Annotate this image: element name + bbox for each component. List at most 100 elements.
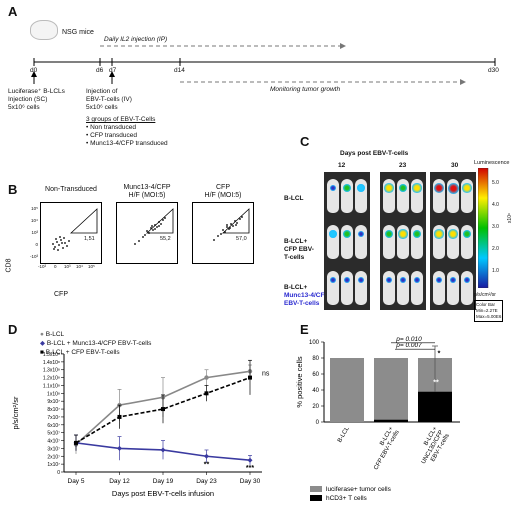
- y-tick-label: 100: [309, 340, 320, 346]
- luminescence-signal: [399, 276, 407, 284]
- bar-tumor: [374, 358, 408, 420]
- luminescence-signal: [447, 182, 459, 194]
- x-tick-label: Day 5: [68, 478, 85, 485]
- luminescence-signal: [329, 184, 337, 192]
- y-tick-label: 1.5x10⁸: [43, 352, 60, 358]
- panel-label-e: E: [300, 322, 309, 337]
- luminescence-signal: [433, 182, 445, 194]
- flow-scatter-3: [213, 208, 250, 241]
- bar-chart: 0 20 40 60 80 100 % positive cells B-LCL B-LCL+C…: [295, 336, 460, 502]
- luminescence-signal: [343, 230, 351, 238]
- timeline: [31, 43, 496, 85]
- luminescence-signal: [449, 276, 457, 284]
- luminescence-signal: [462, 183, 472, 193]
- y-tick-label: 1x10⁸: [47, 391, 60, 397]
- legend-swatch-tumor: [310, 486, 322, 492]
- panel-label-a: A: [8, 4, 18, 19]
- y-tick-label: 40: [312, 388, 319, 394]
- bli-image: [430, 218, 476, 264]
- data-point: [204, 453, 209, 459]
- day-d0: d0: [30, 67, 38, 74]
- pvalue-label: p= 0.007: [395, 342, 422, 349]
- day-d14: d14: [174, 67, 185, 74]
- legend-item-blcl: ● B-LCL: [40, 331, 65, 338]
- bar-tcell: [374, 419, 408, 422]
- panel-label-b: B: [8, 182, 18, 197]
- data-point: [74, 440, 78, 445]
- bar-tumor: [330, 358, 364, 422]
- data-point: [204, 391, 209, 396]
- x-tick-label: Day 12: [109, 478, 130, 485]
- significance-label: ns: [262, 370, 270, 377]
- data-point: [117, 414, 122, 419]
- bli-image: [324, 264, 370, 310]
- legend-swatch-tcell: [310, 495, 322, 501]
- colorbar-exp: x10⁶: [507, 212, 514, 224]
- luminescence-signal: [385, 276, 393, 284]
- group-item: • Munc13-4/CFP transduced: [86, 140, 168, 147]
- significance-label: **: [204, 461, 210, 468]
- y-tick-label: 7x10⁷: [47, 415, 60, 421]
- pvalue-label: p= 0.010: [395, 336, 422, 343]
- bcl-injection: Luciferase⁺ B-LCLs Injection (SC) 5x10⁶ …: [8, 88, 65, 111]
- flow-plot-2: [116, 202, 178, 264]
- bli-image: [380, 264, 426, 310]
- y-tick-label: 3x10⁷: [47, 446, 60, 452]
- significance-label: **: [433, 379, 439, 386]
- x-tick-label: Day 30: [240, 478, 261, 485]
- y-tick-label: 1x10⁷: [47, 462, 60, 468]
- group-item: • Non transduced: [86, 124, 136, 131]
- flow-scatter-2: [134, 208, 174, 245]
- day-d7: d7: [109, 67, 117, 74]
- flow-plot-3: [192, 202, 254, 264]
- luminescence-signal: [329, 276, 337, 284]
- flow-xlabel: CFP: [54, 291, 68, 298]
- legend-item-munc: ◆ B-LCL + Munc13-4/CFP EBV-T-cells: [40, 340, 152, 347]
- imaging-header: Days post EBV-T-cells: [340, 150, 409, 157]
- colorbar-title: Luminescence: [474, 160, 510, 166]
- luminescence-signal: [462, 229, 472, 239]
- y-axis-label: p/s/cm²/sr: [11, 396, 20, 429]
- flow-yticks: 10⁵ 10⁴ 10³ 0 -10³: [29, 206, 38, 259]
- flow-value-1: 1,51: [84, 236, 95, 242]
- row-label-blcl: B-LCL: [284, 195, 304, 202]
- legend-label-tcell: hCD3+ T cells: [326, 495, 368, 502]
- y-axis-label: % positive cells: [295, 356, 304, 408]
- data-point: [161, 407, 165, 412]
- y-tick-label: 5x10⁷: [47, 431, 60, 437]
- colorbar-box: Color Bar Min=2.27E Max=5.00E6: [474, 300, 504, 322]
- series-line: [75, 376, 251, 444]
- flow-plot-1: [40, 202, 102, 264]
- mouse-label: NSG mice: [62, 29, 94, 36]
- x-tick-label: Day 23: [196, 478, 217, 485]
- y-tick-label: 9x10⁷: [47, 399, 60, 405]
- luminescence-signal: [357, 276, 365, 284]
- y-tick-label: 4x10⁷: [47, 439, 60, 445]
- luminescence-signal: [448, 229, 458, 239]
- y-tick-label: 0: [57, 470, 60, 476]
- y-tick-label: 20: [312, 404, 319, 410]
- flow-ylabel: CD8: [5, 258, 13, 273]
- y-tick-label: 80: [312, 356, 319, 362]
- data-point: [117, 445, 122, 451]
- bli-image: [430, 172, 476, 218]
- flow-title-1: Non-Transduced: [45, 186, 97, 193]
- data-point: [160, 447, 166, 453]
- flow-title-2: Munc13-4/CFP H/F (MOI:5): [123, 184, 171, 199]
- luminescence-signal: [435, 276, 443, 284]
- y-tick-label: 1.2x10⁸: [43, 376, 60, 382]
- luminescence-signal: [398, 229, 408, 239]
- y-tick-label: 1.1x10⁸: [43, 383, 60, 389]
- y-tick-label: 60: [312, 372, 319, 378]
- day-23: 23: [399, 162, 407, 169]
- y-tick-label: 0: [316, 420, 320, 426]
- luminescence-signal: [412, 183, 422, 193]
- significance-label: *: [438, 351, 441, 358]
- luminescence-signal: [357, 184, 365, 192]
- data-point: [248, 375, 252, 380]
- panel-label-d: D: [8, 322, 18, 337]
- y-tick-label: 8x10⁷: [47, 407, 60, 413]
- day-d6: d6: [96, 67, 104, 74]
- luminescence-signal: [434, 229, 444, 239]
- luminescence-signal: [398, 183, 408, 193]
